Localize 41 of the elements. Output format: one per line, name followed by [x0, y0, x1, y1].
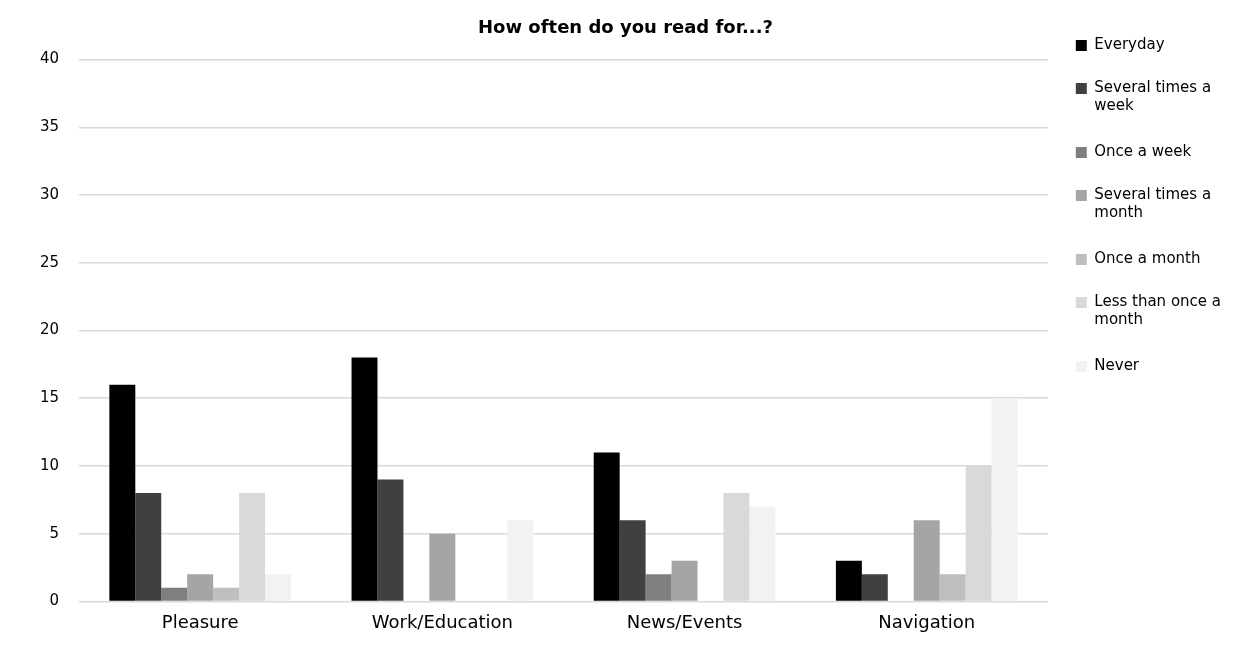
y-tick-label: 0	[49, 591, 60, 610]
bar	[187, 574, 214, 601]
y-tick-label: 20	[39, 320, 60, 339]
x-tick-label: News/Events	[626, 610, 743, 632]
bar	[939, 574, 966, 601]
bar	[351, 357, 378, 601]
legend-label: Once a month	[1094, 249, 1201, 268]
bar	[135, 493, 162, 601]
y-tick-label: 35	[39, 117, 60, 136]
bar	[835, 560, 862, 601]
legend-label: Several times a month	[1094, 185, 1212, 222]
bar	[913, 520, 940, 601]
x-tick-label: Pleasure	[161, 610, 239, 632]
legend-label: Several times a week	[1094, 78, 1212, 115]
bar	[749, 506, 776, 601]
bar	[619, 520, 646, 601]
bar	[645, 574, 672, 601]
bar	[109, 384, 136, 601]
bar	[671, 560, 698, 601]
y-tick-label: 25	[39, 252, 60, 271]
y-tick-label: 5	[49, 523, 60, 542]
chart-title: How often do you read for...?	[478, 16, 773, 38]
legend-label: Never	[1094, 356, 1140, 375]
bar	[861, 574, 888, 601]
bar	[429, 533, 456, 601]
y-tick-label: 40	[39, 49, 60, 68]
bar	[377, 479, 404, 601]
legend-label: Once a week	[1094, 142, 1192, 161]
bar	[213, 587, 240, 601]
y-tick-label: 10	[39, 455, 60, 474]
bar	[265, 574, 291, 601]
bar	[593, 452, 620, 601]
y-tick-label: 15	[39, 388, 60, 407]
bar	[161, 587, 188, 601]
legend-label: Less than once a month	[1094, 292, 1222, 329]
x-tick-label: Navigation	[878, 610, 976, 632]
bar	[991, 398, 1018, 601]
bar	[507, 520, 534, 601]
y-tick-label: 30	[39, 184, 60, 203]
legend-label: Everyday	[1094, 35, 1165, 54]
x-tick-label: Work/Education	[371, 610, 513, 632]
